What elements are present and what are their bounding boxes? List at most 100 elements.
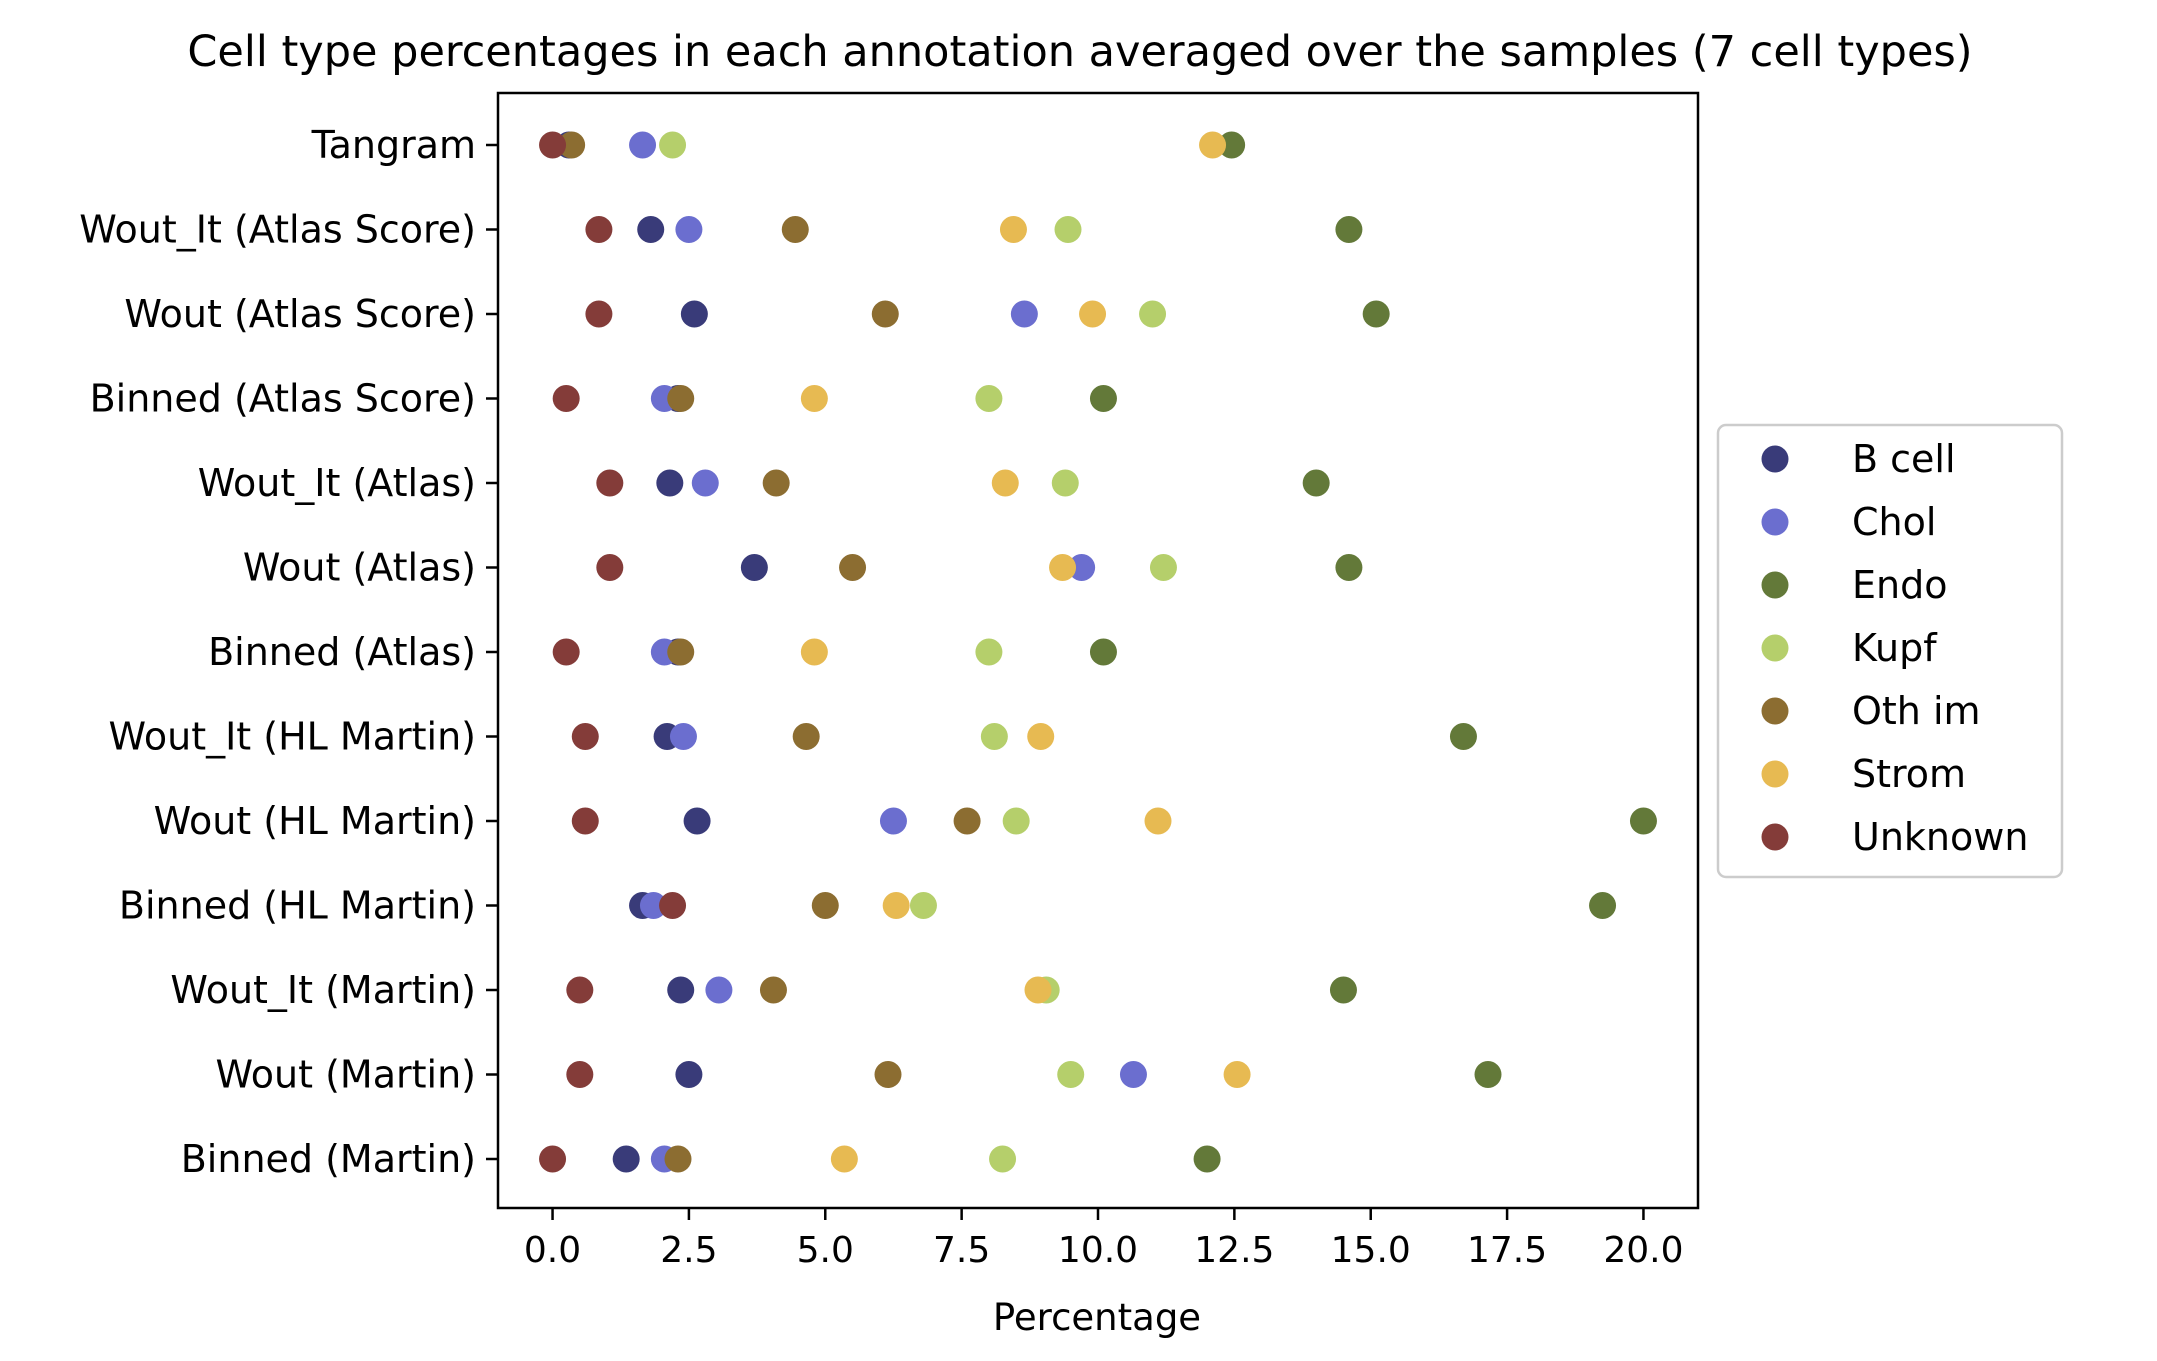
data-point: [539, 131, 567, 159]
data-point: [1002, 807, 1030, 835]
data-point: [879, 807, 907, 835]
y-tick-label: Wout (HL Martin): [154, 799, 476, 843]
data-point: [1139, 300, 1167, 328]
data-point: [1119, 1061, 1147, 1088]
data-point: [909, 892, 937, 919]
data-point: [874, 1061, 902, 1088]
y-tick-label: Binned (Atlas): [208, 630, 476, 674]
x-tick-label: 17.5: [1467, 1230, 1547, 1271]
data-point: [1010, 300, 1038, 328]
data-point: [1057, 1061, 1085, 1088]
x-axis: 0.0 2.5 5.0 7.5 10.0 12.5 15.0 17.5 20.0: [524, 1208, 1684, 1271]
data-point: [1027, 723, 1055, 750]
data-point: [1329, 976, 1357, 1004]
legend-marker: [1761, 445, 1789, 473]
x-tick-label: 12.5: [1194, 1230, 1274, 1271]
legend-marker: [1761, 697, 1789, 725]
data-point: [800, 385, 828, 412]
data-point: [596, 469, 624, 497]
data-point: [871, 300, 899, 328]
data-point: [659, 131, 687, 159]
data-point: [566, 976, 594, 1004]
data-point: [585, 300, 613, 328]
data-point: [552, 385, 580, 412]
x-axis-label: Percentage: [993, 1296, 1201, 1339]
data-point: [1051, 469, 1079, 497]
data-point: [566, 1061, 594, 1088]
y-tick-label: Wout (Martin): [215, 1053, 476, 1097]
data-point: [664, 1145, 692, 1173]
data-point: [667, 385, 695, 412]
data-point: [1144, 807, 1172, 835]
data-point: [705, 976, 733, 1004]
data-point: [1474, 1061, 1502, 1088]
data-point: [691, 469, 719, 497]
data-point: [975, 638, 1003, 666]
data-point: [675, 1061, 703, 1088]
chart-title: Cell type percentages in each annotation…: [187, 27, 1972, 77]
data-point: [571, 723, 599, 750]
legend-frame: [1716, 423, 2064, 879]
data-point: [1149, 554, 1177, 581]
data-point: [740, 554, 768, 581]
data-point: [669, 723, 697, 750]
legend-label: Kupf: [1852, 626, 1938, 670]
data-point: [830, 1145, 858, 1173]
data-point: [811, 892, 839, 919]
data-point: [667, 976, 695, 1004]
data-point: [953, 807, 981, 835]
legend-marker: [1761, 823, 1789, 851]
x-tick-label: 7.5: [933, 1230, 990, 1271]
data-point: [759, 976, 787, 1004]
y-axis: Tangram Wout_It (Atlas Score) Wout (Atlas …: [79, 123, 498, 1181]
data-point: [1054, 216, 1082, 243]
data-point: [539, 1145, 567, 1173]
data-point: [1302, 469, 1330, 497]
legend-label: Unknown: [1852, 815, 2028, 859]
legend-label: Chol: [1852, 500, 1936, 544]
legend-label: Endo: [1852, 563, 1947, 607]
data-point: [781, 216, 809, 243]
data-point: [991, 469, 1019, 497]
data-point: [552, 638, 580, 666]
x-tick-label: 10.0: [1058, 1230, 1138, 1271]
legend-marker: [1761, 760, 1789, 788]
data-point: [1449, 723, 1477, 750]
y-tick-label: Tangram: [311, 123, 476, 167]
data-point: [637, 216, 665, 243]
legend-marker: [1761, 571, 1789, 599]
data-point: [675, 216, 703, 243]
x-tick-label: 2.5: [660, 1230, 717, 1271]
data-point: [639, 892, 667, 919]
data-point: [659, 892, 687, 919]
y-tick-label: Wout_It (Atlas Score): [79, 208, 476, 252]
data-point: [1223, 1061, 1251, 1088]
data-point: [1629, 807, 1657, 835]
data-point: [980, 723, 1008, 750]
legend: B cell Chol Endo Kupf Oth im Strom Unknown: [1716, 423, 2064, 879]
legend-label: B cell: [1852, 437, 1956, 481]
data-point: [667, 638, 695, 666]
data-point: [1089, 385, 1117, 412]
y-tick-label: Wout (Atlas): [243, 546, 476, 590]
legend-marker: [1761, 634, 1789, 662]
x-tick-label: 20.0: [1603, 1230, 1683, 1271]
data-point: [612, 1145, 640, 1173]
x-tick-label: 0.0: [524, 1230, 581, 1271]
data-point: [629, 131, 657, 159]
data-point: [1199, 131, 1227, 159]
data-point: [585, 216, 613, 243]
data-point: [1335, 216, 1363, 243]
y-tick-label: Binned (Martin): [181, 1137, 476, 1181]
data-point: [800, 638, 828, 666]
x-tick-label: 5.0: [797, 1230, 854, 1271]
y-tick-label: Wout_It (Atlas): [198, 461, 476, 505]
data-point: [1068, 554, 1096, 581]
y-tick-label: Binned (HL Martin): [119, 884, 476, 928]
data-point: [975, 385, 1003, 412]
data-points: [539, 131, 1657, 1173]
data-point: [1079, 300, 1107, 328]
data-point: [762, 469, 790, 497]
data-point: [1089, 638, 1117, 666]
